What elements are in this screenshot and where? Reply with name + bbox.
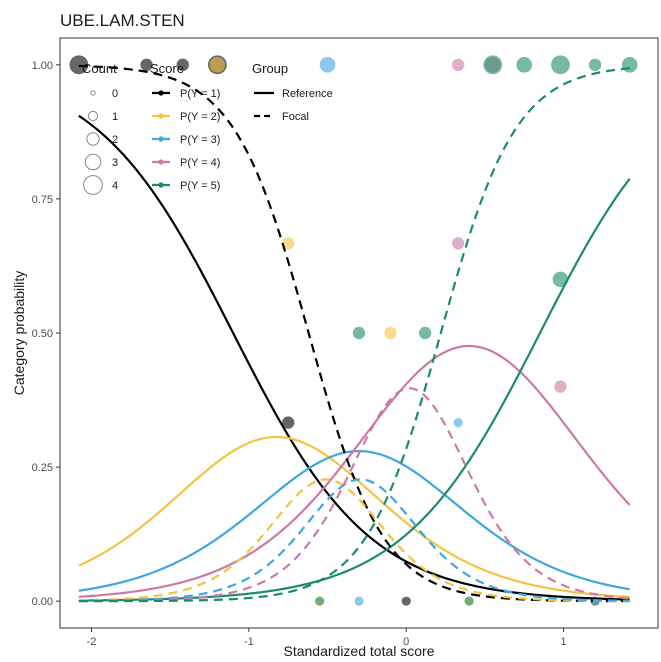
- y-tick-label: 1.00: [32, 60, 53, 72]
- focal-curve-cat-3: [78, 478, 630, 602]
- legend-count-symbol: [83, 175, 103, 195]
- legend-count-entries: 0 1 2 3 4: [83, 88, 118, 195]
- focal-curve-cat-2: [78, 478, 630, 603]
- observed-point-cat-2: [384, 326, 397, 340]
- observed-point-cat-5: [418, 326, 432, 340]
- observed-point-cat-3: [319, 57, 336, 73]
- legend-count-label: 1: [112, 111, 118, 123]
- observed-point-cat-5: [315, 596, 325, 606]
- legend-score-dot: [158, 182, 164, 188]
- observed-point-cat-5: [551, 55, 570, 75]
- observed-point-cat-3: [453, 417, 463, 428]
- reference-curve-cat-1: [78, 114, 630, 601]
- x-axis-title: Standardized total score: [284, 643, 435, 659]
- observed-point-cat-5: [352, 326, 366, 340]
- observed-point-cat-5: [464, 596, 474, 606]
- legend-score-dot: [158, 113, 164, 119]
- observed-point-cat-4: [451, 237, 465, 250]
- observed-point-cat-5: [588, 58, 602, 72]
- legend-score-entries: P(Y = 1) P(Y = 2) P(Y = 3) P(Y = 4) P(Y = 5): [152, 88, 220, 192]
- x-axis: -2 -1 0 1: [87, 628, 567, 648]
- legend-score-label: P(Y = 2): [180, 111, 220, 123]
- legend-group-label: Focal: [282, 111, 309, 123]
- legend: Count Score Group 0 1 2 3 4 P(Y = 1) P(Y = 2)…: [82, 61, 333, 195]
- legend-count-title: Count: [82, 61, 117, 76]
- reference-curve-cat-4: [78, 344, 631, 598]
- legend-group-entries: Reference Focal: [254, 88, 333, 123]
- focal-curve-cat-4: [78, 387, 630, 603]
- observed-point-cat-5: [621, 57, 638, 73]
- legend-score-label: P(Y = 3): [180, 134, 220, 146]
- y-axis: 0.00 0.25 0.50 0.75 1.00: [32, 60, 60, 608]
- legend-group-label: Reference: [282, 88, 333, 100]
- chart-title: UBE.LAM.STEN: [60, 11, 185, 30]
- legend-score-label: P(Y = 1): [180, 88, 220, 100]
- x-tick-label: 0: [403, 636, 409, 648]
- x-tick-label: -2: [87, 636, 97, 648]
- y-tick-label: 0.75: [32, 194, 53, 206]
- legend-group-title: Group: [252, 61, 288, 76]
- legend-score-label: P(Y = 5): [180, 180, 220, 192]
- x-tick-label: 1: [561, 636, 567, 648]
- observed-point-cat-2: [281, 237, 295, 250]
- observed-point-cat-1: [176, 58, 189, 72]
- y-tick-label: 0.50: [32, 328, 53, 340]
- legend-count-label: 0: [112, 88, 118, 100]
- x-tick-label: -1: [244, 636, 254, 648]
- legend-score-label: P(Y = 4): [180, 157, 220, 169]
- legend-count-label: 2: [112, 134, 118, 146]
- y-tick-label: 0.00: [32, 596, 53, 608]
- legend-score-dot: [158, 136, 164, 142]
- legend-count-symbol: [90, 90, 96, 96]
- observed-point-cat-4: [451, 58, 465, 72]
- legend-score-dot: [158, 90, 164, 96]
- y-tick-label: 0.25: [32, 462, 53, 474]
- legend-count-label: 4: [112, 180, 118, 192]
- legend-score-title: Score: [150, 61, 184, 76]
- legend-score-dot: [158, 159, 164, 165]
- observed-point-cat-3: [354, 596, 364, 606]
- legend-count-symbol: [87, 110, 99, 122]
- probability-curves: [78, 64, 631, 603]
- observed-point-cat-4: [554, 380, 567, 393]
- observed-point-cat-2: [209, 57, 226, 73]
- observed-point-cat-5: [552, 271, 569, 288]
- legend-count-label: 3: [112, 157, 118, 169]
- legend-count-symbol: [86, 132, 100, 146]
- focal-curve-cat-5: [78, 67, 630, 603]
- observed-point-cat-1: [281, 416, 295, 429]
- observed-point-cat-5: [516, 57, 533, 73]
- y-axis-title: Category probability: [11, 271, 27, 396]
- observed-points: [69, 55, 638, 606]
- observed-point-cat-1: [140, 58, 153, 72]
- observed-point-cat-1: [69, 55, 89, 75]
- observed-point-cat-1: [401, 596, 411, 606]
- observed-point-cat-5: [483, 55, 503, 75]
- legend-count-symbol: [84, 153, 102, 171]
